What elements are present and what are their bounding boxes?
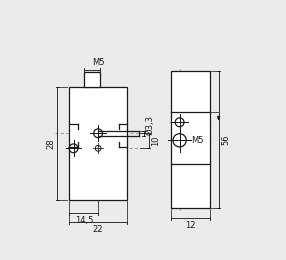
Text: 22: 22 <box>93 225 103 235</box>
Text: 10: 10 <box>151 135 160 146</box>
Text: M5: M5 <box>192 136 204 145</box>
Text: 14,5: 14,5 <box>75 216 93 225</box>
Text: 12: 12 <box>185 222 195 230</box>
Bar <box>170 71 210 208</box>
Text: M5: M5 <box>92 58 104 67</box>
Text: 56: 56 <box>221 134 230 145</box>
Text: 28: 28 <box>46 139 55 149</box>
Bar <box>84 72 100 87</box>
Bar <box>69 87 126 200</box>
Text: Ø3,3: Ø3,3 <box>146 115 154 135</box>
